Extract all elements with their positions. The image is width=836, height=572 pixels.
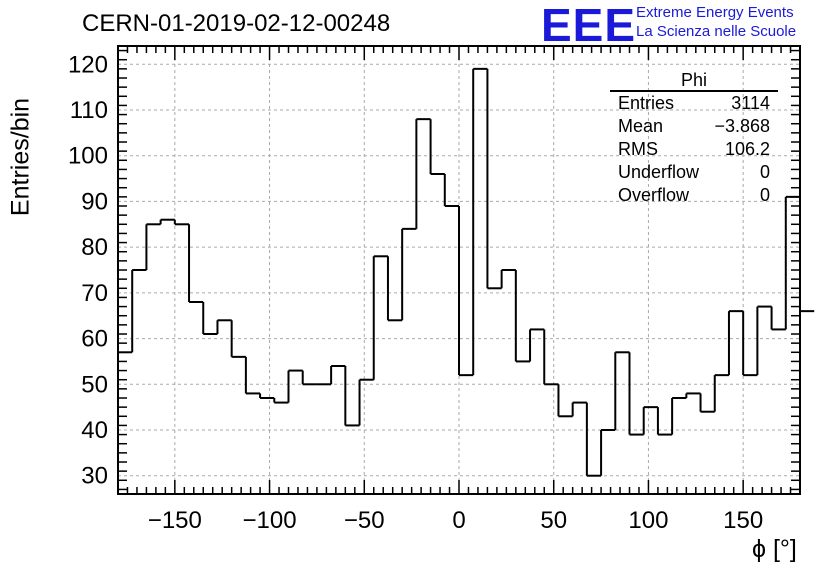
stats-label: Underflow bbox=[618, 162, 700, 182]
stats-row-underflow: Underflow 0 bbox=[610, 161, 778, 184]
x-tick-label: 50 bbox=[540, 507, 567, 534]
logo-caption-line2: La Scienza nelle Scuole bbox=[636, 23, 797, 40]
histogram-series bbox=[118, 67, 815, 477]
x-tick-label: −150 bbox=[148, 507, 202, 534]
stats-value: 0 bbox=[759, 185, 770, 205]
y-tick-label: 70 bbox=[81, 280, 108, 307]
stats-label: Entries bbox=[618, 93, 675, 113]
stats-value: 3114 bbox=[731, 93, 770, 113]
y-tick-label: 30 bbox=[81, 463, 108, 490]
stats-label: Mean bbox=[618, 116, 664, 136]
x-tick-label: 150 bbox=[723, 507, 763, 534]
stats-title: Phi bbox=[610, 70, 778, 92]
logo-caption: Extreme Energy Events La Scienza nelle S… bbox=[636, 3, 796, 41]
stats-row-overflow: Overflow 0 bbox=[610, 184, 778, 207]
plot-title: CERN-01-2019-02-12-00248 bbox=[82, 10, 391, 37]
stats-row-rms: RMS 106.2 bbox=[610, 138, 778, 161]
stats-label: RMS bbox=[618, 139, 658, 159]
y-tick-label: 120 bbox=[68, 51, 108, 78]
y-tick-label: 100 bbox=[68, 143, 108, 170]
stats-box: Phi Entries 3114 Mean −3.868 RMS 106.2 Unde… bbox=[610, 70, 778, 207]
stats-row-entries: Entries 3114 bbox=[610, 92, 778, 115]
y-tick-label: 60 bbox=[81, 326, 108, 353]
y-axis-label-text: Entries/bin bbox=[6, 97, 35, 217]
y-tick-label: 110 bbox=[70, 97, 108, 124]
tick-labels: −150 −100 −50 0 50 100 150 30 40 50 60 70 80 90 100 110… bbox=[68, 51, 763, 534]
stats-value: −3.868 bbox=[714, 116, 770, 136]
x-tick-label: 0 bbox=[452, 507, 465, 534]
y-tick-label: 40 bbox=[81, 417, 108, 444]
y-tick-label: 50 bbox=[81, 371, 108, 398]
y-axis-label: Entries/bin bbox=[6, 98, 36, 216]
x-tick-label: 100 bbox=[628, 507, 668, 534]
axis-ticks bbox=[118, 46, 800, 494]
eee-logo: EEE bbox=[541, 0, 637, 51]
x-tick-label: −50 bbox=[344, 507, 385, 534]
y-tick-label: 80 bbox=[81, 234, 108, 261]
stats-value: 106.2 bbox=[724, 139, 770, 159]
stats-row-mean: Mean −3.868 bbox=[610, 115, 778, 138]
y-tick-label: 90 bbox=[81, 188, 108, 215]
grid-lines bbox=[118, 46, 800, 494]
x-axis-label: ϕ [°] bbox=[752, 535, 797, 563]
x-tick-label: −100 bbox=[243, 507, 297, 534]
stats-value: 0 bbox=[759, 162, 770, 182]
stats-label: Overflow bbox=[618, 185, 690, 205]
logo-caption-line1: Extreme Energy Events bbox=[636, 4, 794, 21]
